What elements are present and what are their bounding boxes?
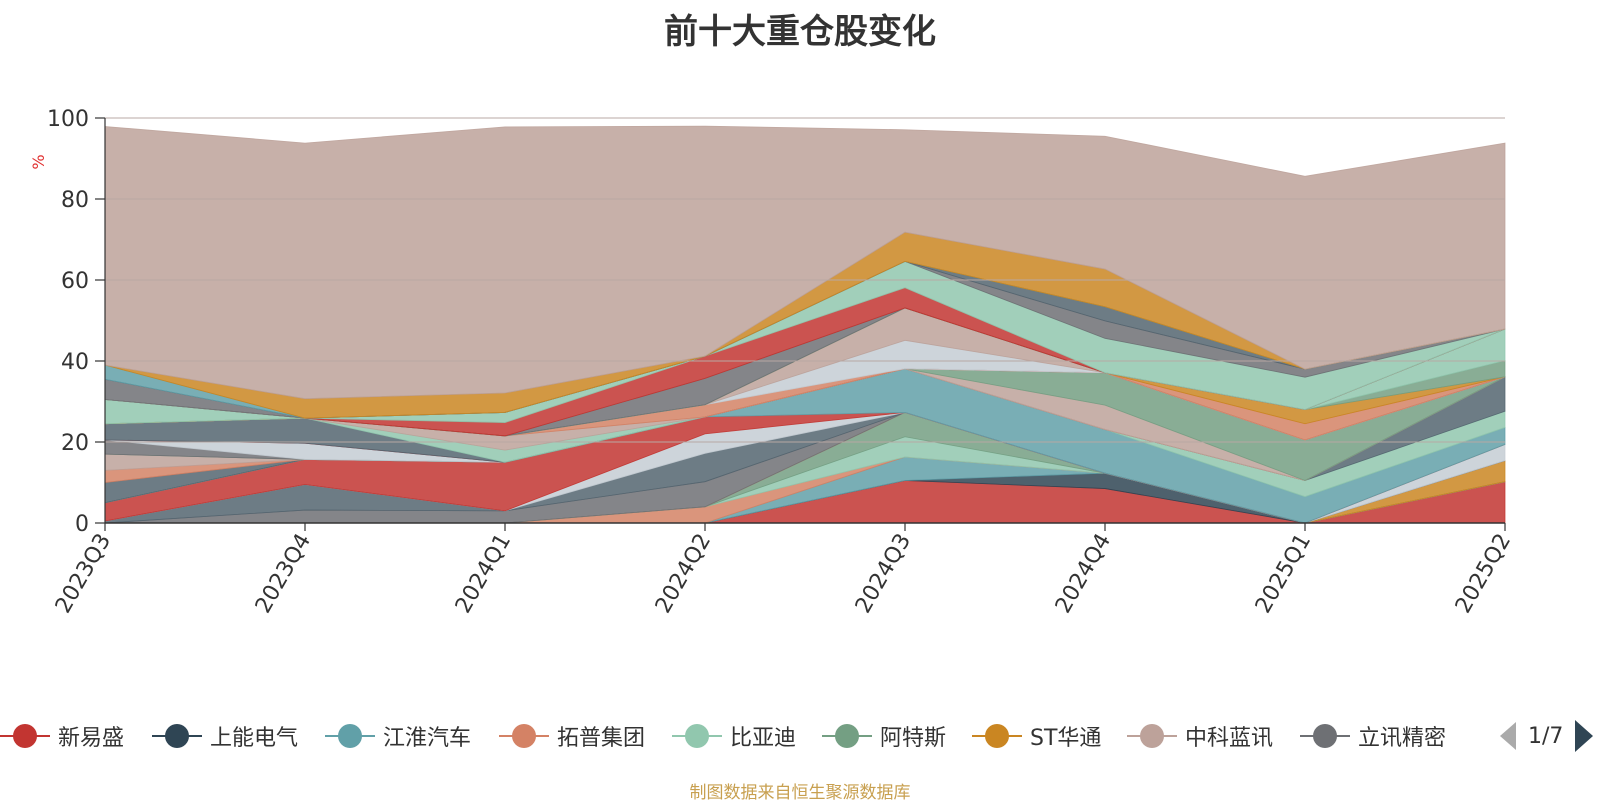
legend-label: 拓普集团	[557, 726, 646, 751]
legend-label: 阿特斯	[880, 726, 947, 751]
legend-marker-icon	[325, 718, 375, 754]
legend-marker-icon	[972, 718, 1022, 754]
y-tick-label: 80	[61, 188, 89, 213]
legend-label: 立讯精密	[1358, 726, 1447, 751]
legend-item[interactable]: 江淮汽车	[325, 718, 471, 754]
area-chart: 0 20 40 60 80 100 2023Q3 2023Q4 2024Q1 2024Q2 2024…	[29, 107, 1516, 618]
x-tick-label: 2024Q4	[1051, 530, 1116, 618]
legend-label: 中科蓝讯	[1185, 726, 1274, 751]
legend-marker-icon	[672, 718, 722, 754]
legend-item[interactable]: 立讯精密	[1300, 718, 1446, 754]
legend-label: 上能电气	[210, 726, 299, 751]
legend-item[interactable]: 上能电气	[152, 718, 298, 754]
x-tick-label: 2023Q3	[51, 530, 116, 618]
legend-prev-page-button[interactable]	[1500, 722, 1516, 750]
legend-next-page-button[interactable]	[1575, 720, 1594, 752]
y-tick-label: 60	[61, 269, 89, 294]
chart-title: 前十大重仓股变化	[664, 12, 936, 52]
legend-marker-icon	[1300, 718, 1350, 754]
legend-item[interactable]: 中科蓝讯	[1127, 718, 1273, 754]
legend-item[interactable]: 比亚迪	[672, 718, 796, 754]
x-tick-label: 2024Q2	[651, 530, 716, 618]
y-tick-label: 0	[75, 512, 89, 537]
legend-item[interactable]: 拓普集团	[499, 718, 645, 754]
legend-item[interactable]: 新易盛	[0, 718, 124, 754]
y-tick-label: 20	[61, 431, 89, 456]
legend-item[interactable]: ST华通	[972, 718, 1101, 754]
legend-marker-icon	[0, 718, 50, 754]
legend-item[interactable]: 阿特斯	[822, 718, 946, 754]
legend-marker-icon	[1127, 718, 1177, 754]
x-tick-label: 2024Q3	[851, 530, 916, 618]
legend-page-indicator: 1/7	[1528, 723, 1564, 749]
legend-label: 比亚迪	[730, 726, 797, 751]
x-tick-label: 2025Q1	[1251, 530, 1316, 618]
legend-label: 新易盛	[58, 726, 125, 751]
legend-label: 江淮汽车	[383, 726, 472, 751]
y-axis-unit-label: %	[29, 154, 48, 169]
legend-label: ST华通	[1030, 726, 1102, 751]
area-series-38	[104, 125, 1506, 400]
y-tick-label: 40	[61, 350, 89, 375]
y-tick-label: 100	[47, 107, 89, 132]
grid-layer	[105, 117, 1505, 443]
x-tick-label: 2024Q1	[451, 530, 516, 618]
legend-marker-icon	[499, 718, 549, 754]
legend-marker-icon	[822, 718, 872, 754]
legend: 新易盛 上能电气 江淮汽车 拓普集团 比亚迪 阿特斯 ST华通 中科蓝讯 立讯精密	[0, 718, 1600, 758]
x-tick-label: 2023Q4	[251, 530, 316, 618]
x-tick-label: 2025Q2	[1451, 530, 1516, 618]
legend-pager: 1/7	[1500, 718, 1594, 754]
areas-layer	[104, 125, 1506, 524]
data-source-note: 制图数据来自恒生聚源数据库	[689, 783, 911, 803]
legend-marker-icon	[152, 718, 202, 754]
